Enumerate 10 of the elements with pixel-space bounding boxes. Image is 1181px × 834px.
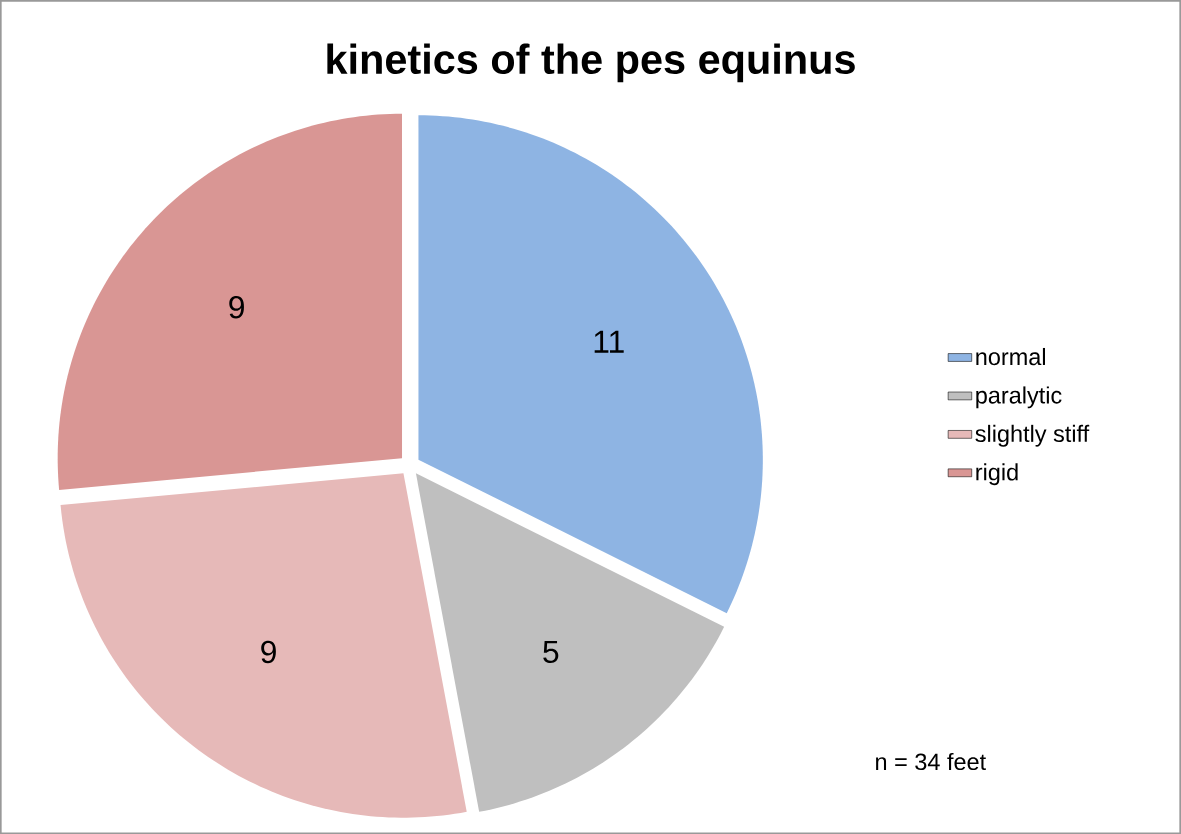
data-label: 5 [543, 640, 559, 663]
chart-title: kinetics of the pes equinus [327, 43, 855, 83]
data-label: 11 [594, 330, 624, 353]
data-label: 9 [229, 295, 244, 319]
text: n = 34 feet [876, 752, 986, 770]
data-label: 9 [261, 640, 276, 664]
legend-label: slightly stiff [975, 424, 1090, 447]
legend-label: normal [976, 347, 1045, 366]
legend-label: rigid [976, 463, 1018, 486]
legend-label: paralytic [976, 386, 1062, 409]
